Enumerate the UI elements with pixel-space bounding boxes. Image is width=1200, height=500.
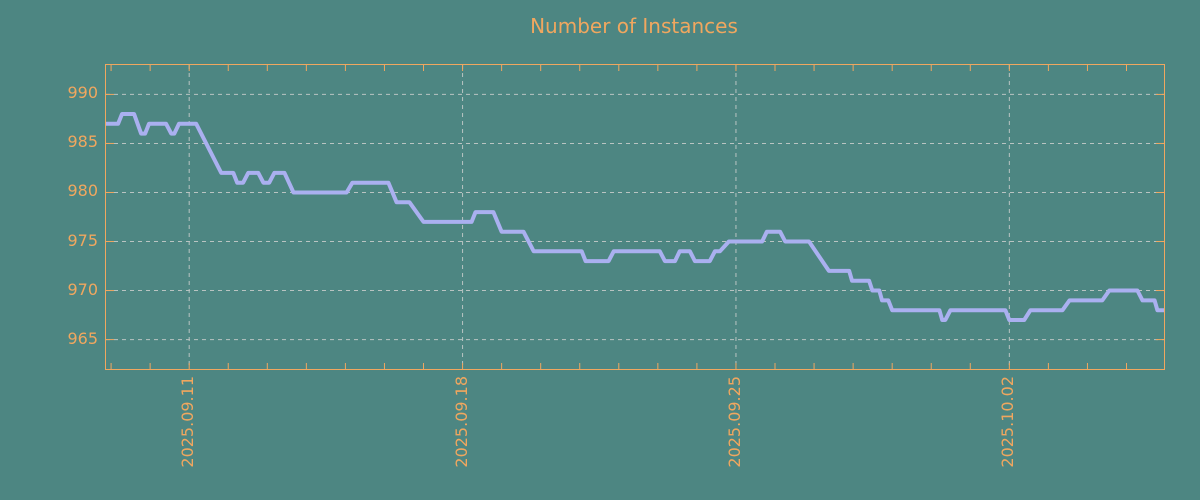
y-tick-label: 980 [67, 181, 98, 201]
y-tick-label: 965 [67, 328, 98, 348]
y-tick-label: 975 [67, 230, 98, 250]
series-line-instances [106, 112, 1164, 322]
x-tick-label: 2025.10.02 [998, 376, 1018, 468]
y-tick-label: 985 [67, 132, 98, 152]
chart-svg [106, 65, 1164, 369]
x-tick-label: 2025.09.11 [178, 376, 198, 468]
x-tick-label: 2025.09.18 [451, 376, 471, 468]
y-tick-label: 970 [67, 279, 98, 299]
chart-title: Number of Instances [530, 14, 738, 38]
plot-area [105, 64, 1165, 370]
x-tick-label: 2025.09.25 [724, 376, 744, 468]
y-tick-label: 990 [67, 83, 98, 103]
